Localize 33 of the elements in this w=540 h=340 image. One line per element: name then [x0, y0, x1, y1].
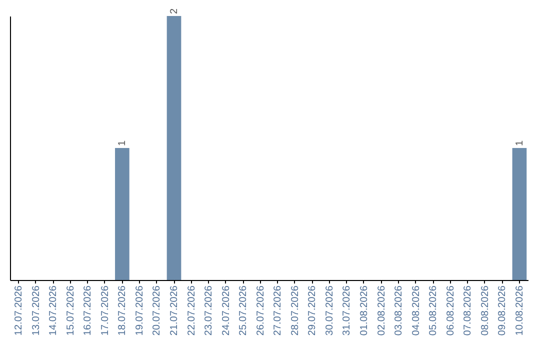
x-tick-label: 16.07.2026 — [82, 285, 94, 336]
x-tick-label: 01.08.2026 — [359, 285, 370, 336]
x-tick-label: 09.08.2026 — [497, 285, 508, 336]
x-tick-label: 14.07.2026 — [48, 285, 60, 336]
x-tick-label: 03.08.2026 — [394, 285, 405, 336]
x-tick-label: 04.08.2026 — [410, 285, 422, 336]
x-tick-label: 21.07.2026 — [169, 285, 180, 336]
x-tick-label: 15.07.2026 — [65, 285, 76, 336]
x-tick-label: 19.07.2026 — [134, 285, 146, 336]
x-tick-label: 17.07.2026 — [100, 285, 111, 336]
data-label: 1 — [514, 140, 526, 146]
data-label: 1 — [117, 140, 128, 146]
x-tick-label: 08.08.2026 — [480, 285, 491, 336]
x-tick-label: 10.08.2026 — [514, 285, 526, 336]
x-tick-label: 23.07.2026 — [204, 285, 215, 336]
x-tick-label: 22.07.2026 — [186, 285, 198, 336]
x-tick-label: 05.08.2026 — [428, 285, 440, 336]
x-tick-label: 30.07.2026 — [324, 285, 336, 336]
x-tick-label: 18.07.2026 — [117, 285, 128, 336]
x-tick-label: 06.08.2026 — [445, 285, 456, 336]
x-tick-label: 13.07.2026 — [30, 285, 42, 336]
x-tick-label: 07.08.2026 — [462, 285, 474, 336]
x-tick-label: 12.07.2026 — [14, 285, 25, 336]
x-tick-label: 27.07.2026 — [272, 285, 284, 336]
data-label: 2 — [169, 8, 180, 14]
x-tick-label: 20.07.2026 — [152, 285, 163, 336]
x-tick-label: 31.07.2026 — [342, 285, 353, 336]
x-tick-label: 02.08.2026 — [376, 285, 388, 336]
x-tick-label: 26.07.2026 — [255, 285, 266, 336]
x-tick-label: 29.07.2026 — [307, 285, 318, 336]
x-tick-label: 28.07.2026 — [290, 285, 301, 336]
x-tick-label: 24.07.2026 — [220, 285, 232, 336]
x-tick-label: 25.07.2026 — [238, 285, 250, 336]
